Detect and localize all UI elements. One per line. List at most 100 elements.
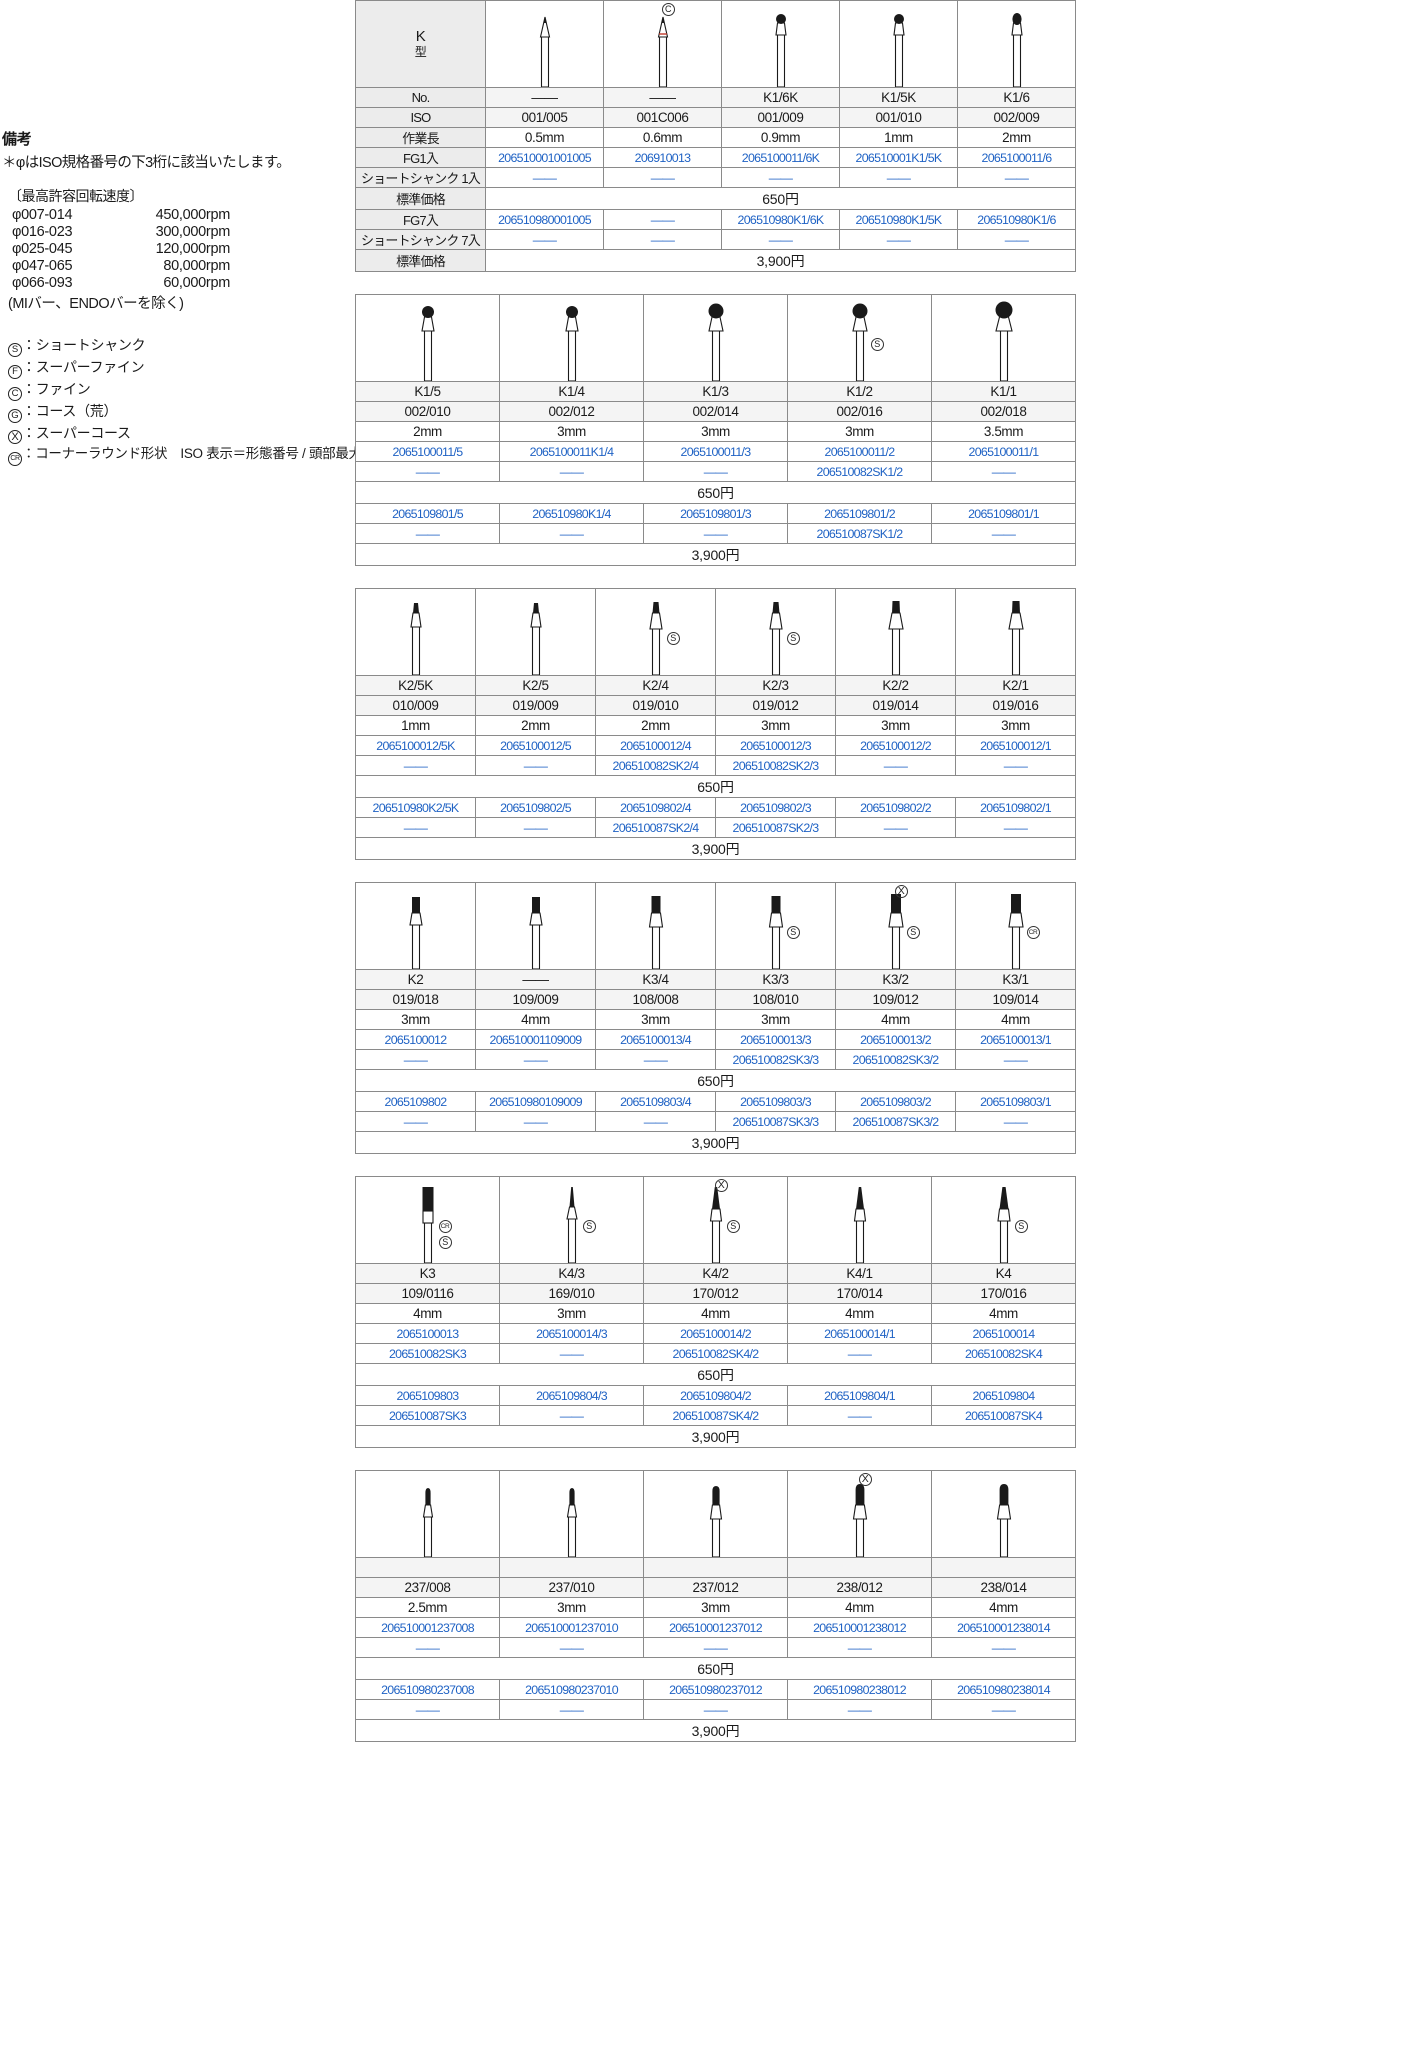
working-length-row: 2.5mm 3mm 3mm 4mm 4mm: [355, 1597, 1076, 1618]
bur-shape-inv-s: [508, 590, 564, 675]
bur-illustration: [955, 588, 1076, 676]
bur-illustration: CR S: [355, 1176, 500, 1264]
cell-short7: ——: [787, 1405, 932, 1426]
speed-diameter: φ066-093: [12, 274, 73, 291]
cell-work: 3mm: [499, 421, 644, 442]
cell-iso: 238/012: [787, 1577, 932, 1598]
cell-no: ——: [475, 969, 596, 990]
speed-row: φ025-045 120,000rpm: [12, 241, 350, 258]
short-shank-7-row: —— —— 206510087SK2/4 206510087SK2/3 —— ——: [355, 817, 1076, 838]
cell-fg1: 2065100013/3: [715, 1029, 836, 1050]
cell-short1: ——: [475, 1049, 596, 1070]
cell-work: 4mm: [475, 1009, 596, 1030]
grit-mark-s-icon: S: [582, 1220, 596, 1233]
cell-price-650: 650円: [485, 187, 1076, 210]
cell-no: K2/5: [475, 675, 596, 696]
legend-label: ：コース（荒）: [22, 402, 118, 419]
cell-short7: ——: [499, 1405, 644, 1426]
cell-no: K2/3: [715, 675, 836, 696]
row-label-work: 作業長: [355, 127, 486, 148]
fg1-row: 2065100011/5 2065100011K1/4 2065100011/3 20…: [355, 441, 1076, 462]
cell-work: 3mm: [355, 1009, 476, 1030]
cell-fg7: 2065109802/4: [595, 797, 716, 818]
illustration-row: X: [355, 1470, 1076, 1558]
grit-mark-s-icon: S: [1014, 1220, 1028, 1233]
cell-fg7: 2065109804: [931, 1385, 1076, 1406]
cell-short7: 206510087SK1/2: [787, 523, 932, 544]
row-label-fg1: FG1入: [355, 147, 486, 168]
cell-fg7: 206510980109009: [475, 1091, 596, 1112]
cell-work: 3mm: [715, 1009, 836, 1030]
working-length-row: 1mm 2mm 2mm 3mm 3mm 3mm: [355, 715, 1076, 736]
cell-fg7: 2065109801/1: [931, 503, 1076, 524]
bur-illustration: S: [715, 882, 836, 970]
short-shank-1-row: —— —— —— —— ——: [355, 1637, 1076, 1658]
cell-fg1: 2065100014: [931, 1323, 1076, 1344]
cell-work: 2mm: [355, 421, 500, 442]
iso-row: ISO 001/005 001C006 001/009 001/010 002/009: [355, 107, 1076, 128]
price-1-row: 650円: [355, 1657, 1076, 1680]
speed-diameter: φ025-045: [12, 240, 73, 257]
speed-row: φ007-014 450,000rpm: [12, 207, 350, 224]
cell-no: K3: [355, 1263, 500, 1284]
price-1-row: 650円: [355, 1069, 1076, 1092]
cell-no: [643, 1557, 788, 1578]
bur-illustration: [721, 0, 840, 88]
cell-price-3900: 3,900円: [355, 1425, 1076, 1448]
bur-shape-inv-l: [988, 590, 1044, 675]
cell-short1: 206510082SK4: [931, 1343, 1076, 1364]
cell-iso: 170/014: [787, 1283, 932, 1304]
cell-price-650: 650円: [355, 1657, 1076, 1680]
cell-iso: 001/009: [721, 107, 840, 128]
cell-fg7: 206510980K1/6: [957, 209, 1076, 230]
cell-short1: ——: [955, 755, 1076, 776]
cell-fg1: 206510001001005: [485, 147, 604, 168]
bur-illustration: [355, 882, 476, 970]
cell-short1: ——: [839, 167, 958, 188]
cell-iso: 019/014: [835, 695, 956, 716]
cell-short1: ——: [787, 1637, 932, 1658]
cell-short7: 206510087SK3/3: [715, 1111, 836, 1132]
cell-fg7: 206510980K1/6K: [721, 209, 840, 230]
product-table-block4: S X S CR K2 —— K3/4 K3/3 K3/2 K3/1 019/018 109/009 1…: [355, 882, 1076, 1154]
no-row: K2 —— K3/4 K3/3 K3/2 K3/1: [355, 969, 1076, 990]
speed-diameter: φ047-065: [12, 257, 73, 274]
product-table-block2: S K1/5 K1/4 K1/3 K1/2 K1/1 002/010 002/012 002/0…: [355, 294, 1076, 566]
bur-illustration: [499, 1470, 644, 1558]
cell-fg1: 206510001237012: [643, 1617, 788, 1638]
bur-shape-ball-m: [400, 296, 456, 381]
grit-mark-cr-icon: CR: [1026, 926, 1040, 939]
bur-illustration: [595, 882, 716, 970]
bur-shape-ball-s: [753, 2, 809, 87]
cell-fg7: 2065109803: [355, 1385, 500, 1406]
bur-shape-bud-s: [544, 1472, 600, 1557]
fg7-row: 206510980237008 206510980237010 2065109802…: [355, 1679, 1076, 1700]
bur-illustration: [355, 1470, 500, 1558]
speed-rpm: 300,000rpm: [155, 223, 231, 240]
cell-fg7: 2065109801/5: [355, 503, 500, 524]
cell-fg7: 2065109801/2: [787, 503, 932, 524]
cell-work: 1mm: [839, 127, 958, 148]
cell-short1: ——: [485, 167, 604, 188]
legend-label: ：ショートシャンク: [22, 336, 146, 353]
legend-label: ：スーパーコース: [22, 424, 131, 441]
cell-iso: 002/010: [355, 401, 500, 422]
bur-shape-flat-m: S: [748, 884, 804, 969]
grit-mark-s-icon: S: [726, 1220, 740, 1233]
circled-s-icon: S: [8, 342, 22, 357]
product-tables: K 型 C No. —— —— K1/6K K1/5K K1/6 ISO 001/005 001C00…: [355, 0, 1076, 1764]
cell-fg7: 2065109801/3: [643, 503, 788, 524]
cell-iso: 002/018: [931, 401, 1076, 422]
cell-no: K2/4: [595, 675, 716, 696]
speed-diameter: φ007-014: [12, 207, 73, 223]
bur-illustration: [475, 882, 596, 970]
cell-no: [787, 1557, 932, 1578]
cell-short7: ——: [955, 1111, 1076, 1132]
cell-no: K4/1: [787, 1263, 932, 1284]
cell-iso: 237/008: [355, 1577, 500, 1598]
cell-iso: 109/0116: [355, 1283, 500, 1304]
